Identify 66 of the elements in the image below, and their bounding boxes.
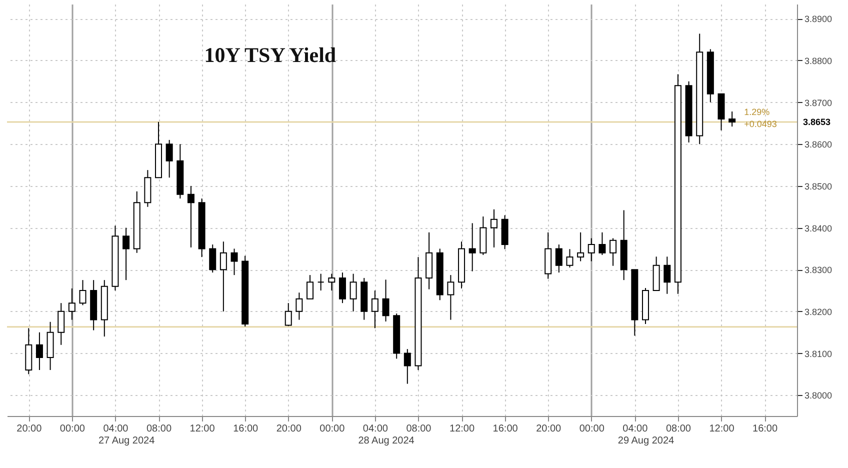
candlestick xyxy=(306,274,314,300)
text: 10Y TSY Yield xyxy=(204,43,336,67)
candlestick xyxy=(404,348,411,384)
x-tick-label: 20:00 xyxy=(276,424,302,434)
candlestick xyxy=(468,222,476,272)
x-tick-label: 12:00 xyxy=(709,424,735,434)
x-tick-label: 00:00 xyxy=(320,424,346,434)
x-tick-label: 08:00 xyxy=(406,424,432,434)
candlestick xyxy=(577,232,584,262)
y-tick-label: 3.8100 xyxy=(804,348,832,359)
candlestick xyxy=(338,272,346,304)
annotation: 1.29% xyxy=(744,106,770,117)
candlestick xyxy=(598,232,606,256)
x-tick-label: 20:00 xyxy=(16,424,42,434)
x-tick-label: 08:00 xyxy=(146,424,172,434)
x-tick-label: 20:00 xyxy=(536,424,562,434)
y-tick-label: 3.8500 xyxy=(804,181,832,192)
candlestick xyxy=(79,280,86,306)
candlestick xyxy=(122,227,130,281)
candlestick xyxy=(490,208,498,248)
candlestick xyxy=(296,292,303,320)
candlestick xyxy=(728,110,736,128)
candlestick xyxy=(187,185,194,248)
candlestick xyxy=(220,241,227,312)
candlestick xyxy=(68,288,76,320)
candlestick xyxy=(447,274,454,320)
x-tick-label: 16:00 xyxy=(752,424,778,434)
y-tick-label: 3.8400 xyxy=(804,223,832,234)
x-tick-label: 16:00 xyxy=(233,424,259,434)
ref-line-label: 3.8653 xyxy=(803,116,831,127)
y-tick-label: 3.8700 xyxy=(804,98,832,108)
candlestick xyxy=(230,248,238,276)
candlestick xyxy=(588,238,595,262)
x-tick-label: 04:00 xyxy=(103,424,129,434)
candlestick xyxy=(317,273,324,292)
candlestick xyxy=(36,332,43,370)
candlestick xyxy=(284,302,292,327)
candlestick xyxy=(371,290,378,329)
candlestick xyxy=(555,244,562,274)
y-tick-label: 3.8800 xyxy=(804,56,832,66)
x2-tick-label: 28 Aug 2024 xyxy=(358,436,415,446)
y-tick-label: 3.8300 xyxy=(804,265,832,276)
y-tick-label: 3.8200 xyxy=(804,306,832,317)
y-tick-label: 3.8000 xyxy=(804,390,832,401)
x-tick-label: 12:00 xyxy=(190,424,216,434)
candlestick xyxy=(664,256,671,294)
annotation: +0.0493 xyxy=(744,118,777,129)
y-tick-label: 3.8900 xyxy=(804,14,832,24)
candlestick xyxy=(58,302,65,346)
x2-tick-label: 29 Aug 2024 xyxy=(618,436,675,446)
x2-tick-label: 27 Aug 2024 xyxy=(98,436,156,446)
x-tick-label: 00:00 xyxy=(579,424,605,434)
candlestick xyxy=(382,279,390,322)
candlestick xyxy=(566,248,574,268)
x-tick-label: 12:00 xyxy=(450,424,475,434)
candlestick xyxy=(610,238,617,266)
candlestick xyxy=(328,273,336,292)
x-tick-label: 08:00 xyxy=(666,424,692,434)
x-tick-label: 04:00 xyxy=(622,424,648,434)
x-tick-label: 00:00 xyxy=(60,424,86,434)
x-tick-label: 04:00 xyxy=(362,424,388,434)
candlestick xyxy=(350,273,357,312)
candlestick xyxy=(209,244,216,274)
x-tick-label: 16:00 xyxy=(492,424,518,434)
y-tick-label: 3.8600 xyxy=(804,140,832,150)
candlestick xyxy=(166,139,173,178)
